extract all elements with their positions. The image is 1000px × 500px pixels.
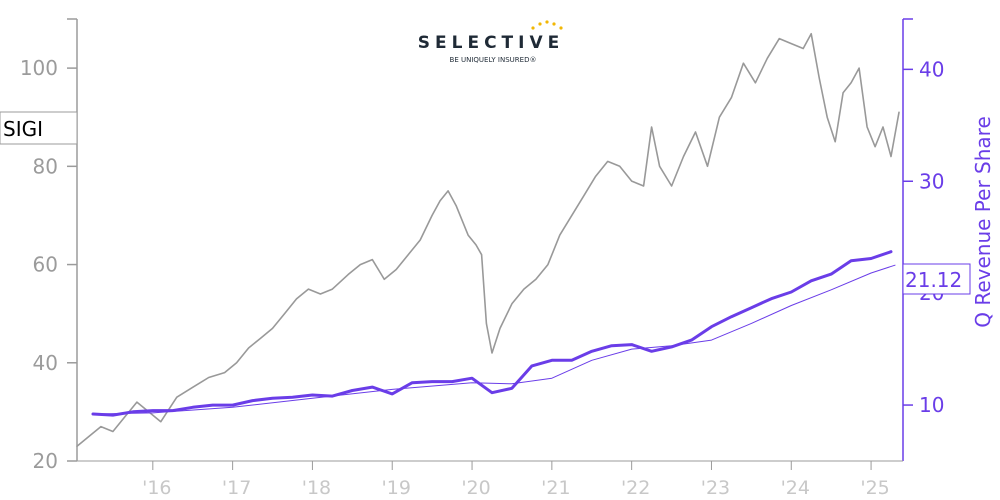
left-tick-label: 60 bbox=[33, 253, 58, 277]
right-tick-label: 30 bbox=[919, 169, 944, 193]
ticker-label-box bbox=[0, 111, 78, 145]
right-axis-title: Q Revenue Per Share bbox=[971, 116, 995, 328]
logo-dot bbox=[531, 26, 535, 30]
price-line bbox=[76, 32, 900, 448]
logo-dot bbox=[545, 20, 549, 24]
revenue-line bbox=[91, 250, 893, 417]
logo-dot bbox=[538, 22, 542, 26]
x-tick-label: '18 bbox=[302, 477, 331, 499]
ticker-label-text: SIGI bbox=[3, 117, 43, 141]
x-tick-label: '22 bbox=[621, 477, 650, 499]
left-tick-label: 80 bbox=[33, 154, 58, 178]
x-tick-label: '21 bbox=[541, 477, 570, 499]
x-tick-label: '24 bbox=[781, 477, 810, 499]
last-value-text: 21.12 bbox=[905, 268, 962, 292]
selective-logo: SELECTIVE BE UNIQUELY INSURED® bbox=[418, 20, 564, 64]
x-tick-label: '20 bbox=[461, 477, 490, 499]
logo-wordmark: SELECTIVE bbox=[418, 33, 564, 53]
left-tick-label: 40 bbox=[33, 351, 58, 375]
right-tick-label: 40 bbox=[919, 57, 944, 81]
x-tick-label: '17 bbox=[222, 477, 251, 499]
ticker-label: SIGI bbox=[0, 111, 78, 145]
x-tick-label: '25 bbox=[860, 477, 889, 499]
revenue-trend-line bbox=[92, 264, 896, 415]
x-tick-label: '19 bbox=[382, 477, 411, 499]
logo-dot bbox=[559, 26, 563, 30]
right-axis-ticks: 10203040 bbox=[903, 57, 944, 417]
left-axis-ticks: 20 40 60 80 100 bbox=[20, 56, 77, 473]
left-tick-label: 100 bbox=[20, 56, 58, 80]
x-tick-label: '23 bbox=[701, 477, 730, 499]
last-value-box bbox=[902, 263, 971, 295]
x-tick-label: '16 bbox=[142, 477, 171, 499]
series-layer bbox=[76, 32, 900, 448]
last-value-badge: 21.12 bbox=[902, 263, 971, 295]
right-tick-label: 10 bbox=[919, 393, 944, 417]
logo-dot bbox=[552, 22, 556, 26]
x-axis-ticks: '16 '17 '18 '19 '20 '21 '22 '23 '24 '25 bbox=[142, 461, 890, 499]
logo-tagline: BE UNIQUELY INSURED® bbox=[450, 56, 537, 64]
left-tick-label: 20 bbox=[33, 449, 58, 473]
